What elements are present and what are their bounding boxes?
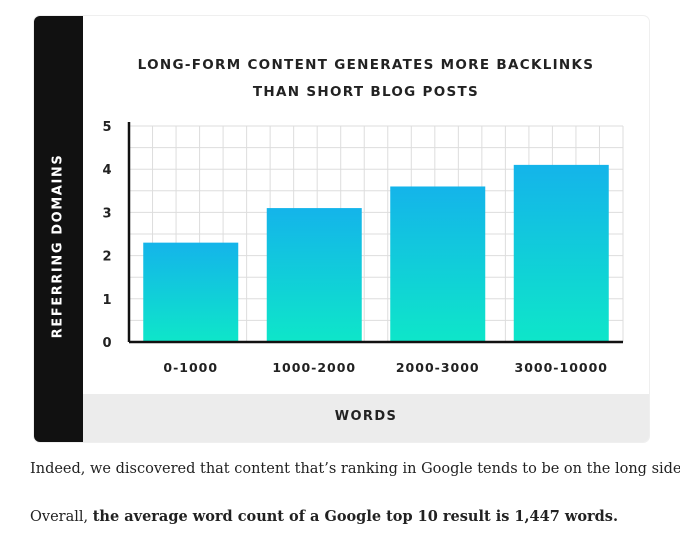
chart-footer: WORDS (83, 394, 649, 442)
x-tick-label: 2000-3000 (396, 360, 480, 375)
bar-0-1000 (143, 242, 239, 342)
y-tick-label: 4 (102, 163, 111, 178)
bar-chart: 0-1000 1000-2000 2000-3000 3000-10000 0 1 2 3 4 5 (102, 120, 624, 375)
y-tick-label: 2 (102, 250, 111, 265)
y-tick-label: 3 (102, 206, 111, 221)
y-tick-label: 0 (102, 336, 111, 351)
chart-title-line-2: THAN SHORT BLOG POSTS (252, 84, 480, 100)
paragraph-2-prefix: Overall, (30, 509, 93, 525)
chart-sidebar: REFERRING DOMAINS (34, 16, 83, 442)
bar-3000-10000 (513, 164, 609, 342)
bar-1000-2000 (266, 208, 362, 342)
chart-title: LONG-FORM CONTENT GENERATES MORE BACKLIN… (83, 52, 649, 106)
y-tick-label: 5 (102, 120, 111, 135)
x-tick-label: 0-1000 (163, 360, 218, 375)
paragraph-2: Overall, the average word count of a Goo… (30, 508, 618, 525)
x-tick-label: 3000-10000 (515, 360, 608, 375)
x-axis-label: WORDS (334, 409, 398, 424)
bars (143, 164, 609, 342)
bar-2000-3000 (390, 186, 486, 342)
axes (127, 122, 623, 344)
x-tick-label: 1000-2000 (272, 360, 356, 375)
tick-labels: 0-1000 1000-2000 2000-3000 3000-10000 0 1 2 3 4 5 (102, 120, 608, 375)
paragraph-2-bold: the average word count of a Google top 1… (92, 508, 619, 525)
paragraph-1: Indeed, we discovered that content that’… (30, 461, 680, 477)
chart-title-line-1: LONG-FORM CONTENT GENERATES MORE BACKLIN… (137, 57, 595, 73)
y-tick-label: 1 (102, 293, 111, 308)
chart-card: REFERRING DOMAINS LONG-FORM CONTENT GENE… (34, 16, 649, 442)
